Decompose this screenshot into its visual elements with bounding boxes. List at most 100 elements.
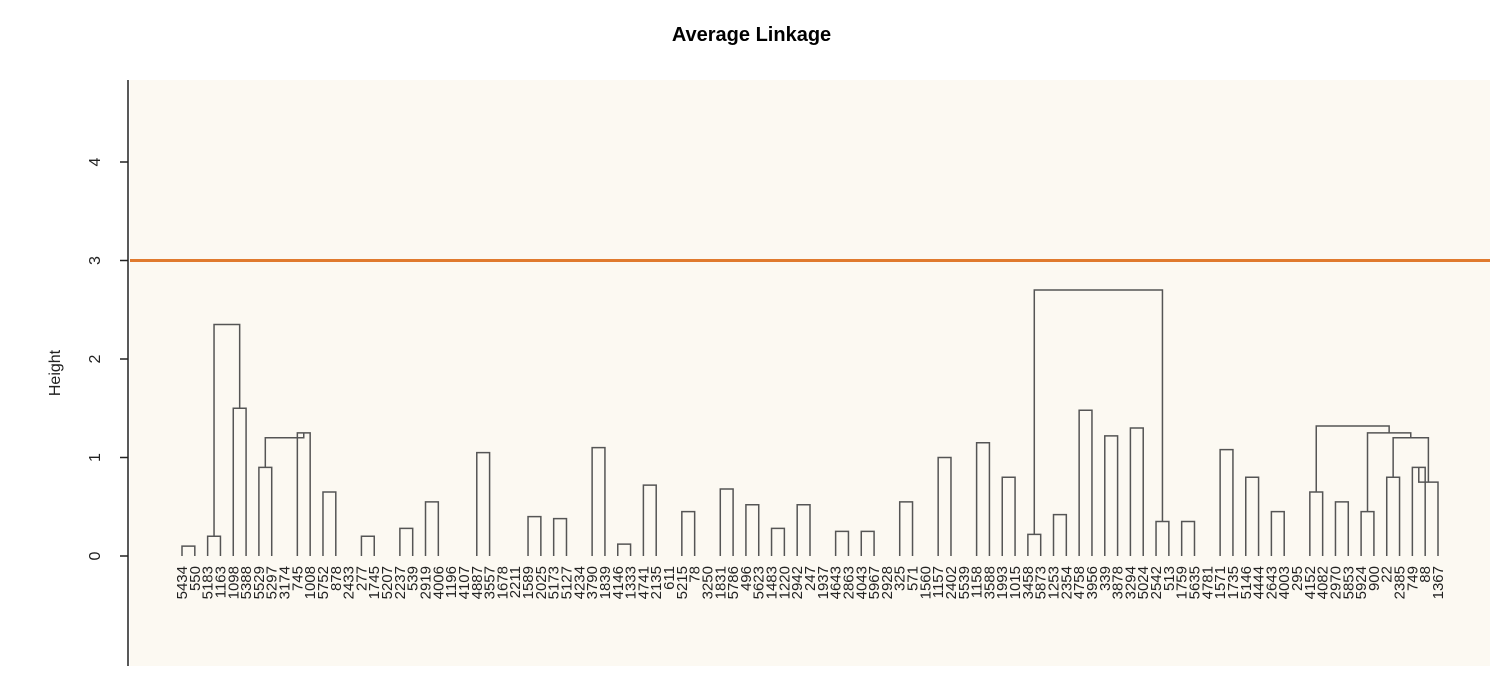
plot-background bbox=[130, 80, 1490, 666]
dendrogram-branch bbox=[213, 323, 241, 537]
leaf-label: 4234 bbox=[571, 566, 588, 599]
dendrogram-branch bbox=[719, 488, 734, 556]
dendrogram-branch bbox=[770, 527, 786, 556]
dendrogram-branch bbox=[1180, 520, 1196, 556]
leaf-label: 3250 bbox=[699, 566, 716, 599]
leaf-label: 900 bbox=[1366, 566, 1383, 591]
dendrogram-branch bbox=[834, 530, 850, 556]
leaf-label: 1560 bbox=[917, 566, 934, 599]
leaf-label: 5146 bbox=[1238, 566, 1255, 599]
leaf-label: 5873 bbox=[1033, 566, 1050, 599]
leaf-label: 2135 bbox=[648, 566, 665, 599]
leaf-label: 339 bbox=[1097, 566, 1114, 591]
dendrogram-branch bbox=[1001, 476, 1016, 556]
leaf-label: 1571 bbox=[1212, 566, 1229, 599]
leaf-label: 1158 bbox=[969, 566, 986, 598]
leaf-label: 2385 bbox=[1392, 566, 1409, 599]
dendrogram-branch bbox=[527, 515, 542, 556]
leaf-label: 3588 bbox=[981, 566, 998, 599]
leaf-label: 1831 bbox=[712, 566, 729, 599]
leaf-label: 1759 bbox=[1174, 566, 1191, 599]
leaf-label: 5024 bbox=[1135, 566, 1152, 599]
y-tick-label: 0 bbox=[87, 551, 104, 560]
leaf-label: 5635 bbox=[1186, 566, 1203, 599]
leaf-labels: 5434550518311631098538855295297317474510… bbox=[174, 566, 1447, 599]
dendrogram-branch bbox=[1334, 501, 1350, 556]
leaf-label: 3294 bbox=[1122, 566, 1139, 599]
leaf-label: 2928 bbox=[879, 566, 896, 599]
dendrogram-branch bbox=[424, 501, 440, 556]
leaf-label: 611 bbox=[661, 566, 678, 590]
dendrogram-branch bbox=[1129, 427, 1144, 556]
chart-title: Average Linkage bbox=[671, 24, 832, 46]
leaf-label: 496 bbox=[738, 566, 755, 591]
y-axis-ticks: 0 1 2 3 4 bbox=[87, 157, 128, 560]
leaf-label: 5183 bbox=[200, 566, 217, 599]
leaf-label: 2402 bbox=[943, 566, 960, 599]
dendrogram-branch bbox=[617, 543, 632, 556]
leaf-label: 4781 bbox=[1199, 566, 1216, 599]
leaf-label: 5853 bbox=[1340, 566, 1357, 599]
leaf-label: 88 bbox=[1417, 566, 1434, 583]
leaf-label: 4003 bbox=[1276, 566, 1293, 599]
dendrogram-branch bbox=[1104, 435, 1119, 556]
leaf-label: 5786 bbox=[725, 566, 742, 599]
leaf-label: 2354 bbox=[1058, 566, 1075, 599]
leaf-label: 4082 bbox=[1315, 566, 1332, 599]
dendrogram-branches bbox=[181, 289, 1439, 556]
leaf-label: 1253 bbox=[1046, 566, 1063, 599]
leaf-label: 878 bbox=[328, 566, 345, 591]
leaf-label: 1015 bbox=[1007, 566, 1024, 599]
leaf-label: 3790 bbox=[584, 566, 601, 599]
leaf-label: 2919 bbox=[418, 566, 435, 599]
leaf-label: 571 bbox=[905, 566, 922, 591]
dendrogram-branch bbox=[181, 545, 196, 556]
leaf-label: 2025 bbox=[533, 566, 550, 599]
leaf-label: 539 bbox=[405, 566, 422, 591]
leaf-label: 2433 bbox=[341, 566, 358, 599]
leaf-label: 749 bbox=[1404, 566, 1421, 591]
leaf-label: 3878 bbox=[1110, 566, 1127, 599]
dendrogram-branch bbox=[1315, 425, 1390, 492]
leaf-label: 1008 bbox=[302, 566, 319, 599]
leaf-label: 325 bbox=[892, 566, 909, 591]
leaf-label: 247 bbox=[802, 566, 819, 591]
dendrogram-branch bbox=[796, 504, 811, 556]
leaf-label: 1678 bbox=[494, 566, 511, 599]
leaf-label: 1098 bbox=[225, 566, 242, 599]
dendrogram-branch bbox=[975, 441, 991, 556]
leaf-label: 3458 bbox=[1020, 566, 1037, 599]
dendrogram-branch bbox=[552, 517, 568, 556]
leaf-label: 2942 bbox=[789, 566, 806, 599]
leaf-label: 2211 bbox=[507, 566, 524, 598]
leaf-label: 5207 bbox=[379, 566, 396, 599]
leaf-label: 78 bbox=[687, 566, 704, 583]
leaf-label: 1333 bbox=[623, 566, 640, 599]
dendrogram-branch bbox=[399, 527, 414, 556]
y-tick-label: 3 bbox=[87, 256, 104, 265]
leaf-label: 2542 bbox=[1148, 566, 1165, 599]
leaf-label: 2237 bbox=[392, 566, 409, 599]
leaf-label: 5215 bbox=[674, 566, 691, 599]
dendrogram-branch bbox=[1270, 510, 1285, 556]
leaf-label: 1589 bbox=[520, 566, 537, 599]
leaf-label: 1220 bbox=[776, 566, 793, 599]
leaf-label: 5529 bbox=[251, 566, 268, 599]
leaf-label: 1937 bbox=[815, 566, 832, 599]
y-tick-label: 2 bbox=[87, 354, 104, 363]
leaf-label: 4758 bbox=[1071, 566, 1088, 599]
leaf-label: 22 bbox=[1379, 566, 1396, 583]
leaf-label: 4146 bbox=[610, 566, 627, 599]
dendrogram-branch bbox=[1078, 409, 1093, 556]
leaf-label: 4887 bbox=[469, 566, 486, 599]
leaf-label: 4643 bbox=[828, 566, 845, 599]
dendrogram-branch bbox=[1219, 448, 1234, 556]
leaf-label: 4006 bbox=[430, 566, 447, 599]
leaf-label: 513 bbox=[1161, 566, 1178, 591]
leaf-label: 2863 bbox=[840, 566, 857, 599]
leaf-label: 5967 bbox=[866, 566, 883, 599]
leaf-label: 5388 bbox=[238, 566, 255, 599]
leaf-label: 1157 bbox=[930, 566, 947, 598]
y-tick-label: 1 bbox=[87, 453, 104, 462]
leaf-label: 5434 bbox=[174, 566, 191, 599]
